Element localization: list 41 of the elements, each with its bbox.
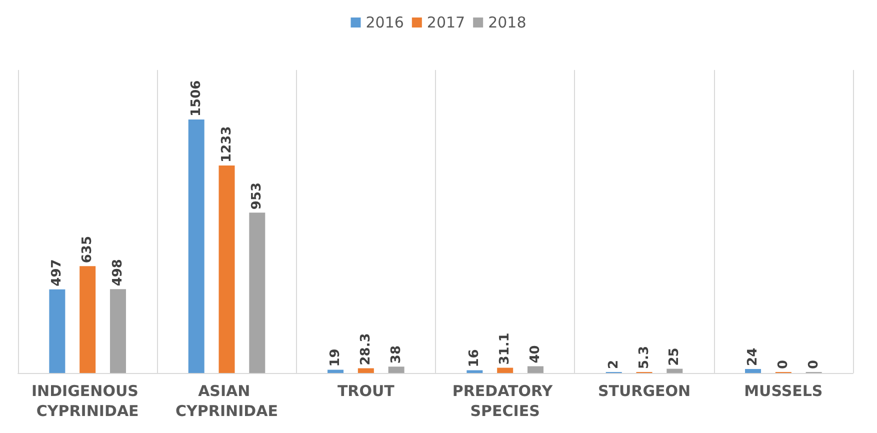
data-label: 0 [806,360,822,369]
x-tick-label: PREDATORY SPECIES [452,382,558,420]
bar [745,368,762,373]
bar [49,289,66,373]
bar [328,370,344,373]
x-tick-label: ASIAN CYPRINIDAE [176,382,278,420]
data-label: 24 [746,348,761,366]
bar [80,266,96,373]
bar [249,212,266,373]
data-label: 19 [328,348,344,367]
x-tick-label: INDIGENOUS CYPRINIDAE [31,382,144,420]
data-label: 635 [80,236,96,264]
data-label: 497 [50,259,65,286]
data-label: 1506 [188,80,204,116]
bar [358,368,374,373]
x-tick-label: STURGEON [598,382,691,400]
data-label: 38 [388,346,404,364]
bar [388,366,404,373]
data-label: 25 [667,348,682,366]
data-label: 498 [110,259,126,286]
bar [218,165,235,373]
bar [110,289,126,373]
data-label: 40 [528,345,543,364]
data-label: 5.3 [636,346,652,369]
bar [188,119,204,373]
x-tick-label: TROUT [337,382,396,400]
data-label: 31.1 [498,332,513,365]
bar [466,370,483,373]
data-label: 0 [776,360,791,369]
data-label: 953 [250,182,265,210]
legend-label: 2017 [426,14,466,32]
legend-label: 2018 [488,14,526,32]
x-tick-label: MUSSELS [744,382,823,400]
bar [527,366,544,373]
bar [497,368,514,373]
data-label: 16 [467,349,482,368]
data-label: 28.3 [358,333,374,366]
bar [666,368,683,373]
legend-label: 2016 [366,14,404,32]
data-label: 1233 [219,126,234,162]
data-label: 2 [606,360,622,369]
